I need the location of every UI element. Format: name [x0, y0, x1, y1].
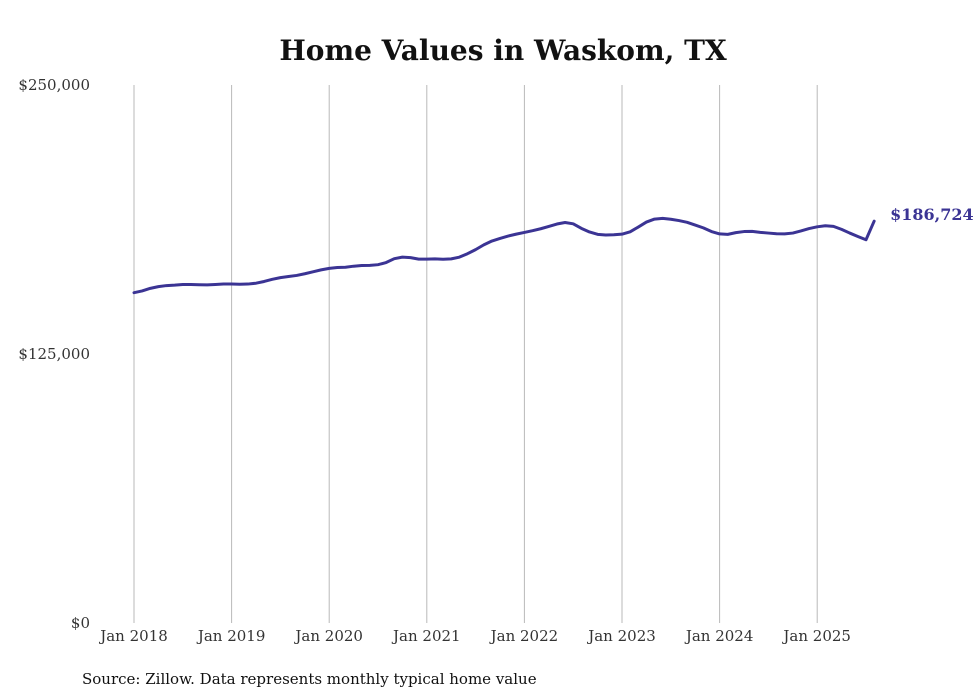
latest-value-label: $186,724: [890, 205, 974, 224]
x-axis-ticks: Jan 2018 Jan 2019 Jan 2020 Jan 2021 Jan 2022…: [98, 627, 851, 645]
home-value-line: [132, 216, 876, 295]
x-tick-label: Jan 2020: [293, 627, 363, 645]
chart-title: Home Values in Waskom, TX: [279, 34, 727, 67]
y-tick-label: $0: [71, 614, 90, 632]
source-note: Source: Zillow. Data represents monthly …: [82, 670, 537, 688]
x-tick-label: Jan 2019: [196, 627, 266, 645]
gridlines: [133, 85, 818, 623]
x-tick-label: Jan 2021: [391, 627, 461, 645]
x-tick-label: Jan 2024: [684, 627, 754, 645]
y-axis-ticks: $250,000 $125,000 $0: [18, 76, 90, 632]
y-tick-label: $125,000: [18, 345, 90, 363]
y-tick-label: $250,000: [18, 76, 90, 94]
x-tick-label: Jan 2025: [781, 627, 851, 645]
x-tick-label: Jan 2022: [489, 627, 559, 645]
x-tick-label: Jan 2023: [586, 627, 656, 645]
x-tick-label: Jan 2018: [98, 627, 168, 645]
